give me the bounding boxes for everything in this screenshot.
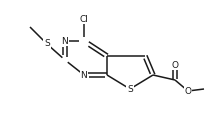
- Text: N: N: [81, 70, 87, 79]
- Text: N: N: [62, 37, 68, 46]
- Text: S: S: [44, 39, 50, 48]
- Text: S: S: [127, 84, 133, 93]
- Text: Cl: Cl: [80, 15, 88, 23]
- Text: O: O: [171, 60, 178, 70]
- Text: O: O: [184, 86, 192, 95]
